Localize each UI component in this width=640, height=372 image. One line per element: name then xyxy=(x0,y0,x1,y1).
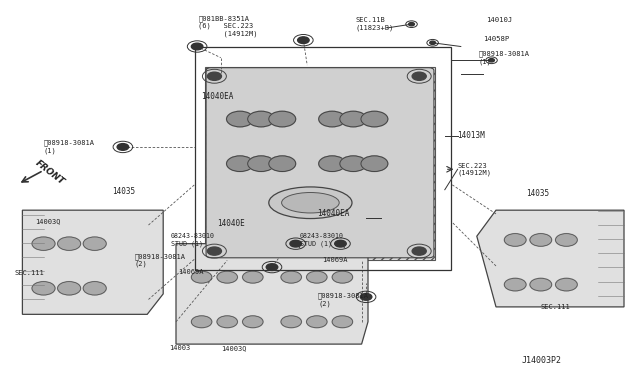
Circle shape xyxy=(412,247,426,255)
Text: Ⓑ081BB-8351A
(6)   SEC.223
      (14912M): Ⓑ081BB-8351A (6) SEC.223 (14912M) xyxy=(198,15,258,37)
Circle shape xyxy=(530,278,552,291)
Text: SEC.111: SEC.111 xyxy=(541,304,570,310)
Text: SEC.111: SEC.111 xyxy=(14,270,44,276)
Circle shape xyxy=(191,43,203,50)
Circle shape xyxy=(58,237,81,250)
Circle shape xyxy=(489,59,495,62)
Text: 14035: 14035 xyxy=(526,189,549,198)
Circle shape xyxy=(412,72,426,80)
Bar xyxy=(205,67,435,260)
Text: Ⓝ08918-3081A
(2): Ⓝ08918-3081A (2) xyxy=(318,292,369,307)
Text: 14069A: 14069A xyxy=(178,269,204,275)
Circle shape xyxy=(58,282,81,295)
Circle shape xyxy=(243,316,263,328)
Text: Ⓝ08918-3081A
(2): Ⓝ08918-3081A (2) xyxy=(134,253,186,267)
Circle shape xyxy=(117,144,129,150)
Circle shape xyxy=(217,271,237,283)
Ellipse shape xyxy=(282,193,339,213)
Circle shape xyxy=(32,237,55,250)
Circle shape xyxy=(409,22,415,26)
Circle shape xyxy=(207,247,221,255)
Circle shape xyxy=(298,37,309,44)
Circle shape xyxy=(281,271,301,283)
Circle shape xyxy=(307,316,327,328)
Circle shape xyxy=(335,240,346,247)
Circle shape xyxy=(217,316,237,328)
Circle shape xyxy=(504,234,526,246)
Text: J14003P2: J14003P2 xyxy=(522,356,562,365)
Circle shape xyxy=(556,278,577,291)
Circle shape xyxy=(83,237,106,250)
Text: 14010J: 14010J xyxy=(486,17,513,23)
Text: 14069A: 14069A xyxy=(322,257,348,263)
Text: 14040EA: 14040EA xyxy=(202,92,234,101)
Circle shape xyxy=(269,156,296,171)
Circle shape xyxy=(340,111,367,127)
Circle shape xyxy=(32,282,55,295)
Text: SEC.223
(14912M): SEC.223 (14912M) xyxy=(458,163,492,176)
Polygon shape xyxy=(22,210,163,314)
Circle shape xyxy=(504,278,526,291)
Circle shape xyxy=(430,41,436,44)
Circle shape xyxy=(248,111,275,127)
Circle shape xyxy=(361,156,388,171)
Text: 08243-83010
STUD (1): 08243-83010 STUD (1) xyxy=(300,233,344,247)
Polygon shape xyxy=(477,210,624,307)
Circle shape xyxy=(332,316,353,328)
Circle shape xyxy=(319,111,346,127)
Text: Ⓝ08918-3081A
(1): Ⓝ08918-3081A (1) xyxy=(479,51,530,65)
Circle shape xyxy=(281,316,301,328)
Circle shape xyxy=(191,271,212,283)
Circle shape xyxy=(530,234,552,246)
Circle shape xyxy=(191,316,212,328)
Polygon shape xyxy=(176,244,368,344)
Ellipse shape xyxy=(269,187,352,219)
Text: 14040EA: 14040EA xyxy=(317,209,349,218)
Circle shape xyxy=(243,271,263,283)
FancyBboxPatch shape xyxy=(206,68,434,258)
Circle shape xyxy=(319,156,346,171)
Circle shape xyxy=(269,111,296,127)
Text: 14040E: 14040E xyxy=(218,219,245,228)
Circle shape xyxy=(83,282,106,295)
Circle shape xyxy=(332,271,353,283)
Text: 14035: 14035 xyxy=(112,187,135,196)
Circle shape xyxy=(207,72,221,80)
Circle shape xyxy=(266,264,278,270)
Circle shape xyxy=(307,271,327,283)
Circle shape xyxy=(227,156,253,171)
Text: FRONT: FRONT xyxy=(33,159,66,187)
Circle shape xyxy=(227,111,253,127)
Circle shape xyxy=(290,240,301,247)
Text: 14003Q: 14003Q xyxy=(35,218,61,224)
Circle shape xyxy=(248,156,275,171)
Text: 14003: 14003 xyxy=(170,345,191,351)
Text: 14058P: 14058P xyxy=(483,36,509,42)
Bar xyxy=(195,46,451,270)
Text: 14003Q: 14003Q xyxy=(221,345,246,351)
Circle shape xyxy=(360,294,372,300)
Text: Ⓝ08918-3081A
(1): Ⓝ08918-3081A (1) xyxy=(44,140,95,154)
Text: SEC.11B
(11823+B): SEC.11B (11823+B) xyxy=(355,17,394,31)
Circle shape xyxy=(361,111,388,127)
Circle shape xyxy=(340,156,367,171)
Circle shape xyxy=(556,234,577,246)
Text: 08243-83010
STUD (1): 08243-83010 STUD (1) xyxy=(171,233,215,247)
Text: 14013M: 14013M xyxy=(458,131,485,140)
